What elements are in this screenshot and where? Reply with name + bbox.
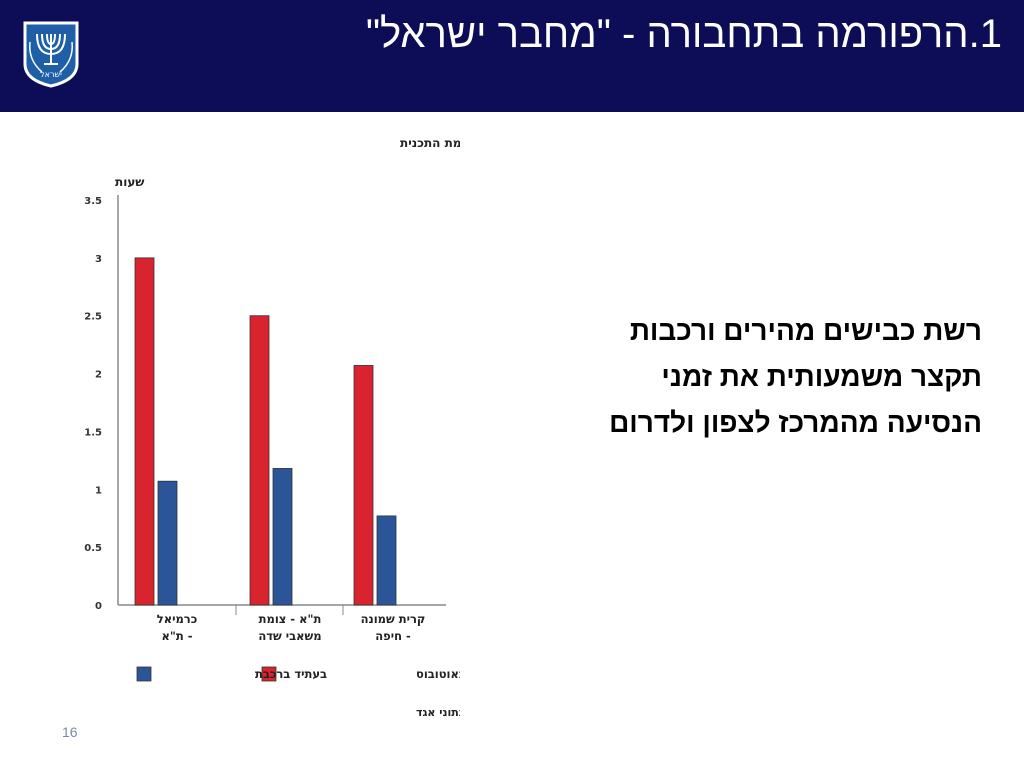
bar-train-future (157, 480, 178, 606)
x-category-label: משאבי שדה (258, 629, 321, 643)
bar-bus-today (134, 257, 155, 606)
svg-text:ישראל: ישראל (40, 70, 62, 79)
x-category-label: כרמיאל (157, 612, 197, 626)
bar-train-future (376, 515, 397, 606)
bar-bus-today (353, 365, 374, 606)
y-tick-label: 3 (95, 254, 102, 265)
main-text-line: רשת כבישים מהירים ורכבות (629, 315, 982, 346)
main-text-line: הנסיעה מהמרכז לצפון ולדרום (609, 407, 982, 438)
x-category-label: - חיפה (375, 629, 411, 643)
bar-bus-today (249, 315, 270, 606)
main-text-line: תקצר משמעותית את זמני (661, 361, 982, 392)
y-tick-label: 1 (95, 485, 102, 496)
bar-chart: זמני נסיעה היום ולאחר השלמת התכנית שעות 0 0… (84, 136, 460, 719)
legend-swatch-train (136, 666, 152, 682)
legend-label-train: בעתיד ברכבת (255, 667, 327, 681)
x-category-label: ת"א - צומת (259, 612, 322, 626)
page-title: 1.הרפורמה בתחבורה - "מחבר ישראל" (365, 12, 1002, 56)
legend-label-bus: היום באוטובוס (416, 667, 460, 681)
chart-source-note: מקור: עיבוד משרד ראש הממשלה לנתוני אגד (416, 706, 460, 719)
y-tick-label: 2.5 (84, 312, 102, 323)
y-tick-label: 2 (95, 370, 102, 381)
bar-train-future (272, 468, 293, 606)
legend-swatch-bus (261, 666, 277, 682)
y-axis-label: שעות (115, 175, 144, 189)
y-tick-label: 0 (95, 601, 102, 612)
y-tick-label: 0.5 (84, 543, 102, 554)
header-bar: ישראל 1.הרפורמה בתחבורה - "מחבר ישראל" (0, 0, 1024, 112)
main-text: רשת כבישים מהירים ורכבות תקצר משמעותית א… (470, 308, 982, 446)
x-category-label: קרית שמונה (361, 612, 426, 626)
x-category-label: - ת"א (162, 629, 193, 643)
slide-number: 16 (62, 724, 78, 740)
y-tick-label: 3.5 (84, 196, 102, 207)
chart-title: זמני נסיעה היום ולאחר השלמת התכנית (400, 136, 460, 150)
menorah-emblem-icon: ישראל (22, 20, 80, 88)
y-tick-label: 1.5 (84, 427, 102, 438)
